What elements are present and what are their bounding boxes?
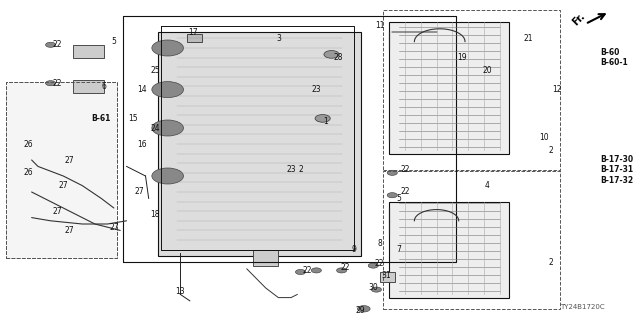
Text: Fr.: Fr. <box>571 11 587 28</box>
Circle shape <box>371 287 381 292</box>
Text: 24: 24 <box>150 124 160 132</box>
Text: 31: 31 <box>381 271 391 280</box>
Circle shape <box>324 51 339 58</box>
Text: 17: 17 <box>188 28 198 36</box>
Text: 2: 2 <box>548 258 553 267</box>
Text: 2: 2 <box>548 146 553 155</box>
Text: 26: 26 <box>24 140 33 148</box>
FancyBboxPatch shape <box>389 22 509 154</box>
Text: 22: 22 <box>400 165 410 174</box>
Text: 8: 8 <box>377 239 382 248</box>
Text: 12: 12 <box>552 85 561 94</box>
Text: B-17-30
B-17-31
B-17-32: B-17-30 B-17-31 B-17-32 <box>600 155 633 185</box>
Text: 6: 6 <box>102 82 107 91</box>
Circle shape <box>296 269 305 275</box>
Text: 7: 7 <box>396 245 401 254</box>
Circle shape <box>315 115 330 122</box>
Text: 16: 16 <box>138 140 147 148</box>
Circle shape <box>311 268 321 273</box>
Text: 10: 10 <box>540 133 549 142</box>
Text: 22: 22 <box>52 40 61 49</box>
Text: 19: 19 <box>457 53 467 62</box>
Text: 30: 30 <box>369 284 378 292</box>
Circle shape <box>152 120 184 136</box>
Text: 18: 18 <box>150 210 160 219</box>
Text: 2: 2 <box>298 165 303 174</box>
Text: 5: 5 <box>396 194 401 203</box>
Text: 20: 20 <box>483 66 492 75</box>
Bar <box>73 80 104 93</box>
Text: 25: 25 <box>150 66 160 75</box>
Text: 29: 29 <box>356 306 365 315</box>
Text: 9: 9 <box>352 245 356 254</box>
FancyBboxPatch shape <box>6 82 117 258</box>
Text: 22: 22 <box>340 263 349 272</box>
Text: 27: 27 <box>58 181 68 190</box>
Text: 27: 27 <box>109 223 118 232</box>
Text: 15: 15 <box>128 114 138 123</box>
Text: 27: 27 <box>65 156 74 164</box>
Bar <box>253 250 278 266</box>
Text: TY24B1720C: TY24B1720C <box>560 304 604 310</box>
Text: 27: 27 <box>65 226 74 235</box>
Text: 5: 5 <box>111 37 116 46</box>
Text: 27: 27 <box>134 188 144 196</box>
Text: 23: 23 <box>286 165 296 174</box>
Text: 27: 27 <box>52 207 61 216</box>
Circle shape <box>337 268 347 273</box>
Text: B-60
B-60-1: B-60 B-60-1 <box>600 48 627 67</box>
Bar <box>73 45 104 58</box>
Text: 26: 26 <box>24 168 33 177</box>
Text: 22: 22 <box>302 266 312 275</box>
FancyBboxPatch shape <box>158 32 360 256</box>
Text: 22: 22 <box>52 79 61 88</box>
Text: 23: 23 <box>312 85 321 94</box>
Circle shape <box>368 263 378 268</box>
Text: 13: 13 <box>175 287 185 296</box>
Text: B-61: B-61 <box>92 114 111 123</box>
Text: 11: 11 <box>375 21 385 30</box>
Circle shape <box>152 168 184 184</box>
Circle shape <box>387 193 397 198</box>
Text: 4: 4 <box>484 181 490 190</box>
Text: 28: 28 <box>333 53 343 62</box>
Circle shape <box>152 40 184 56</box>
Circle shape <box>387 170 397 175</box>
Text: 22: 22 <box>400 188 410 196</box>
Bar <box>380 272 396 282</box>
Text: 14: 14 <box>138 85 147 94</box>
Text: 21: 21 <box>524 34 533 43</box>
Circle shape <box>152 82 184 98</box>
Circle shape <box>45 81 56 86</box>
Bar <box>187 34 202 42</box>
Circle shape <box>45 42 56 47</box>
Circle shape <box>358 306 370 312</box>
Text: 22: 22 <box>375 260 385 268</box>
FancyBboxPatch shape <box>389 202 509 298</box>
Text: 1: 1 <box>323 117 328 126</box>
Text: 3: 3 <box>276 34 281 43</box>
